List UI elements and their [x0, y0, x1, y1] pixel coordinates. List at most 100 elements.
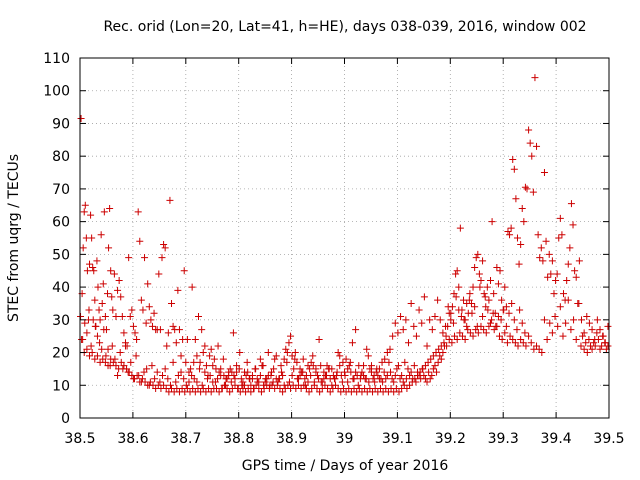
data-point: [182, 358, 190, 366]
data-point: [354, 381, 362, 389]
data-point: [380, 368, 388, 376]
data-point: [604, 322, 612, 330]
data-point: [483, 283, 491, 291]
data-point: [193, 378, 201, 386]
data-point: [153, 368, 161, 376]
data-point: [500, 306, 508, 314]
data-point: [373, 365, 381, 373]
y-tick-label: 20: [52, 346, 70, 362]
data-point: [367, 362, 375, 370]
data-point: [198, 381, 206, 389]
data-point: [463, 322, 471, 330]
data-point: [251, 365, 259, 373]
data-point: [522, 342, 530, 350]
data-point: [345, 362, 353, 370]
data-point: [83, 329, 91, 337]
data-point: [144, 280, 152, 288]
data-point: [307, 371, 315, 379]
y-tick-label: 0: [61, 411, 70, 427]
data-point: [591, 335, 599, 343]
data-point: [381, 355, 389, 363]
data-point: [461, 335, 469, 343]
data-point: [533, 142, 541, 150]
data-point: [482, 329, 490, 337]
data-point: [185, 378, 193, 386]
y-tick-label: 60: [52, 215, 70, 231]
data-point: [293, 375, 301, 383]
data-point: [99, 280, 107, 288]
data-point: [118, 313, 126, 321]
data-point: [215, 368, 223, 376]
data-point: [593, 316, 601, 324]
data-point: [415, 306, 423, 314]
data-point: [525, 332, 533, 340]
data-point: [512, 195, 520, 203]
x-tick-label: 38.8: [223, 431, 254, 447]
data-point: [81, 201, 89, 209]
data-point: [358, 368, 366, 376]
data-point: [91, 296, 99, 304]
data-point: [137, 296, 145, 304]
data-point: [344, 365, 352, 373]
data-point: [317, 378, 325, 386]
data-point: [314, 371, 322, 379]
data-point: [188, 283, 196, 291]
data-point: [420, 293, 428, 301]
data-point: [431, 313, 439, 321]
data-point: [275, 375, 283, 383]
data-point: [591, 342, 599, 350]
data-point: [104, 345, 112, 353]
data-point: [348, 339, 356, 347]
data-point: [134, 208, 142, 216]
data-point: [544, 273, 552, 281]
data-point: [290, 365, 298, 373]
data-point: [507, 224, 515, 232]
data-point: [210, 355, 218, 363]
data-point: [442, 332, 450, 340]
data-point: [401, 358, 409, 366]
data-point: [585, 319, 593, 327]
data-point: [542, 237, 550, 245]
data-point: [180, 267, 188, 275]
data-point: [434, 358, 442, 366]
data-point: [513, 326, 521, 334]
data-point: [582, 339, 590, 347]
data-point: [472, 254, 480, 262]
data-point: [96, 339, 104, 347]
x-tick-label: 38.6: [117, 431, 148, 447]
data-point: [156, 326, 164, 334]
data-point: [264, 349, 272, 357]
data-point: [164, 375, 172, 383]
data-point: [474, 329, 482, 337]
data-point: [108, 293, 116, 301]
data-point: [299, 355, 307, 363]
data-point: [325, 365, 333, 373]
data-point: [571, 267, 579, 275]
data-point: [439, 349, 447, 357]
data-point: [471, 303, 479, 311]
data-point: [402, 316, 410, 324]
data-point: [510, 165, 518, 173]
data-point: [545, 250, 553, 258]
data-point: [95, 306, 103, 314]
data-point: [567, 326, 575, 334]
data-point: [274, 378, 282, 386]
data-point: [547, 270, 555, 278]
data-point: [484, 306, 492, 314]
data-point: [583, 349, 591, 357]
data-point: [406, 371, 414, 379]
data-point: [172, 378, 180, 386]
data-point: [465, 296, 473, 304]
data-point: [342, 355, 350, 363]
data-point: [369, 375, 377, 383]
data-point: [579, 332, 587, 340]
data-point: [555, 234, 563, 242]
data-point: [83, 267, 91, 275]
data-point: [317, 362, 325, 370]
data-point: [86, 260, 94, 268]
data-point: [523, 185, 531, 193]
data-point: [129, 322, 137, 330]
data-point: [236, 349, 244, 357]
data-point: [456, 224, 464, 232]
data-point: [570, 316, 578, 324]
